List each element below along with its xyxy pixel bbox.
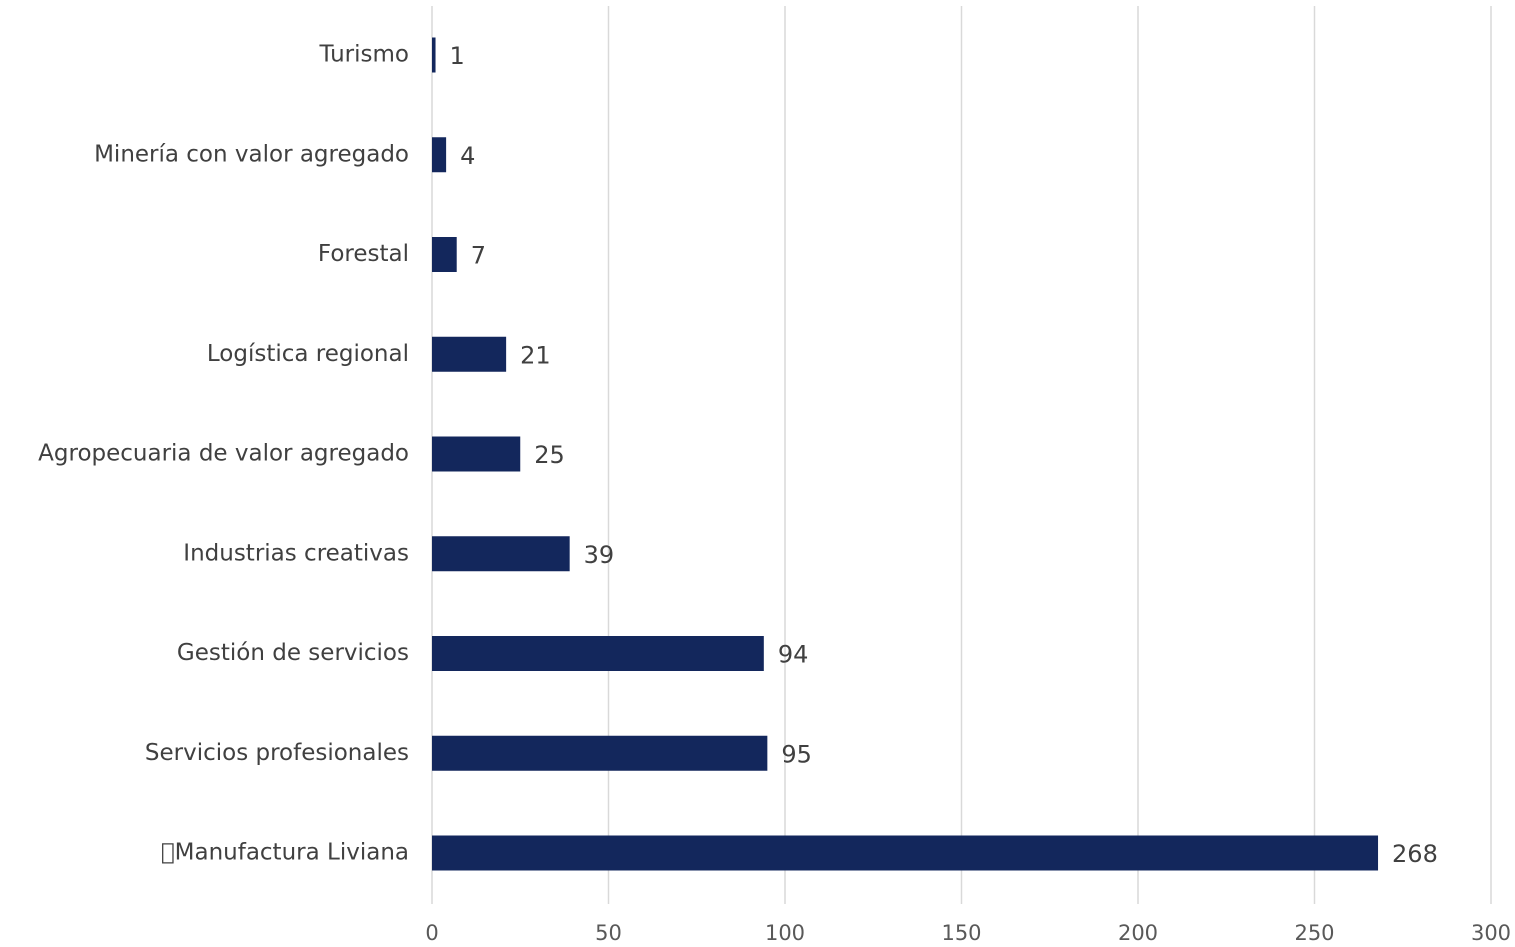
data-labels: 1 4 7 21 25 39 94 95 268 [450,42,1438,868]
bar [432,37,436,73]
bar [432,636,764,671]
category-label: Servicios profesionales [145,740,409,766]
category-label: Industrias creativas [183,540,409,566]
category-label: Logística regional [207,341,409,367]
bars [432,37,1379,871]
x-tick-label: 150 [941,921,981,945]
data-label: 95 [781,740,812,768]
category-label: Gestión de servicios [177,640,409,666]
data-label: 94 [778,641,809,669]
category-labels: Turismo Minería con valor agregado Foresta… [38,42,409,866]
x-tick-label: 0 [425,921,438,945]
x-tick-label: 50 [595,921,622,945]
data-label: 7 [471,242,486,270]
bar [432,336,507,372]
x-tick-label: 200 [1118,921,1158,945]
bar [432,536,570,572]
bar [432,835,1379,871]
gridlines [431,6,1492,904]
data-label: 1 [450,42,465,70]
data-label: 25 [534,441,565,469]
x-axis-ticks: 0 50 100 150 200 250 300 [425,921,1511,945]
bar [432,137,447,173]
data-label: 39 [584,541,615,569]
category-label: Manufactura Liviana [161,840,409,866]
data-label: 268 [1392,840,1438,868]
data-label: 4 [460,142,475,170]
bar [432,735,768,771]
category-label: Agropecuaria de valor agregado [38,441,409,467]
category-label: Minería con valor agregado [94,141,409,167]
x-tick-label: 100 [765,921,805,945]
category-label: Forestal [318,241,409,267]
bar [432,436,521,472]
x-tick-label: 250 [1294,921,1334,945]
bar [432,237,457,272]
category-label: Turismo [319,42,409,68]
x-tick-label: 300 [1471,921,1511,945]
data-label: 21 [520,341,551,369]
